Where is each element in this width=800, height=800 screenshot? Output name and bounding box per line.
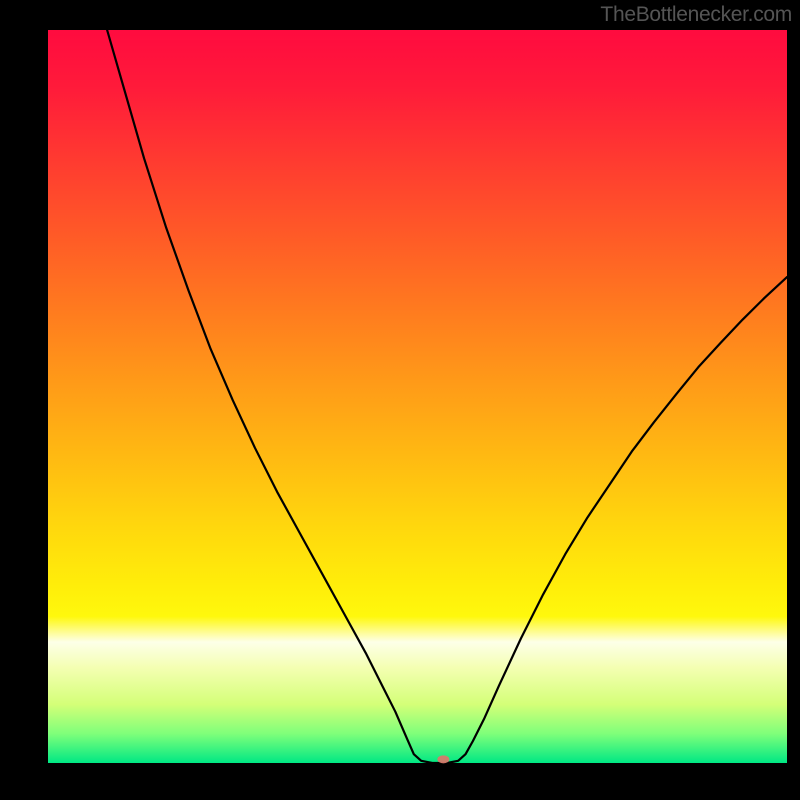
watermark-text: TheBottlenecker.com <box>600 3 792 27</box>
plot-background <box>48 30 787 763</box>
optimum-marker <box>437 755 449 763</box>
bottleneck-chart <box>0 0 800 800</box>
